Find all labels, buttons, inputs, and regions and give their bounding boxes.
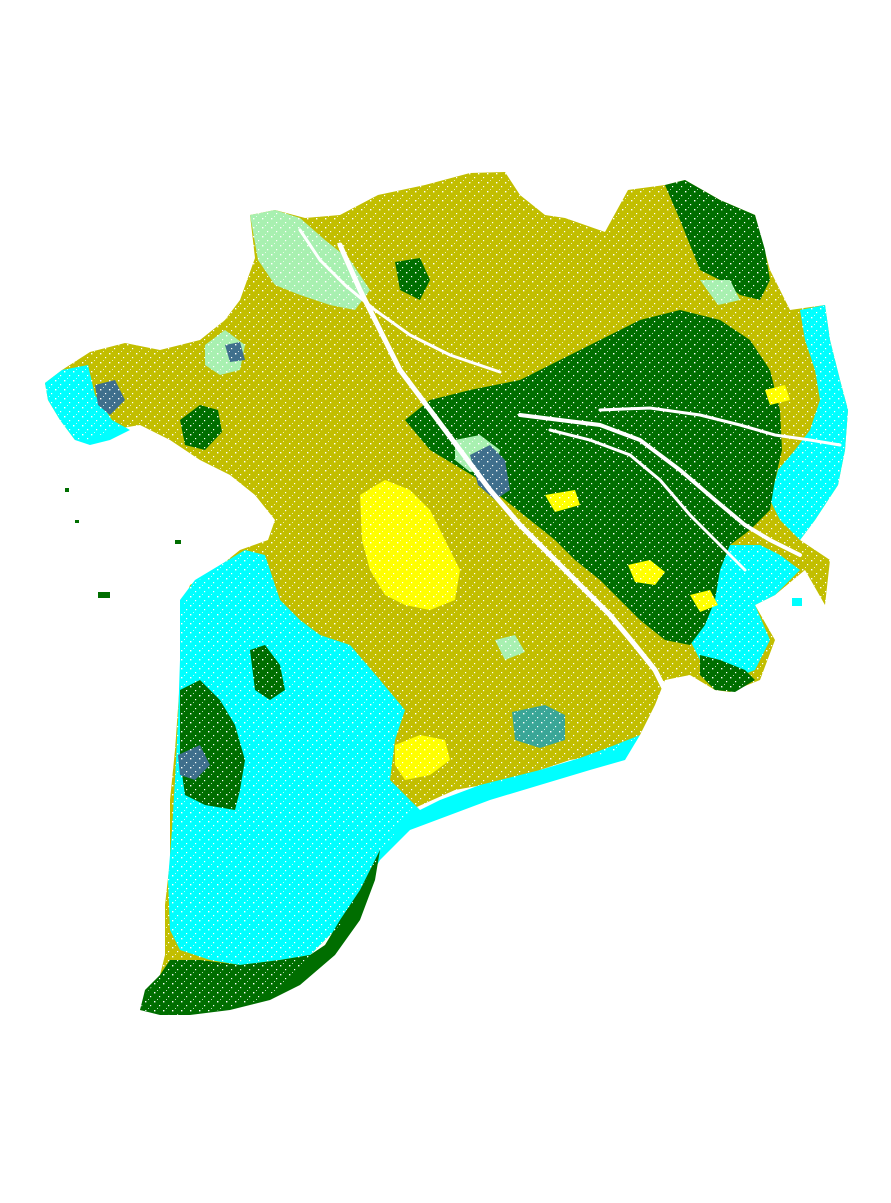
river-north-branch	[298, 228, 502, 374]
offshore-islets	[65, 488, 802, 606]
river-fourth-channel	[598, 406, 842, 447]
islet	[98, 592, 110, 598]
islet	[75, 520, 79, 523]
islet	[65, 488, 69, 492]
river-main-channel	[337, 242, 673, 703]
river-network	[298, 228, 842, 703]
islet	[792, 598, 802, 606]
river-second-channel	[518, 413, 802, 557]
islet	[175, 540, 181, 544]
river-third-channel	[548, 428, 747, 572]
speckle-overlay	[45, 172, 848, 1015]
